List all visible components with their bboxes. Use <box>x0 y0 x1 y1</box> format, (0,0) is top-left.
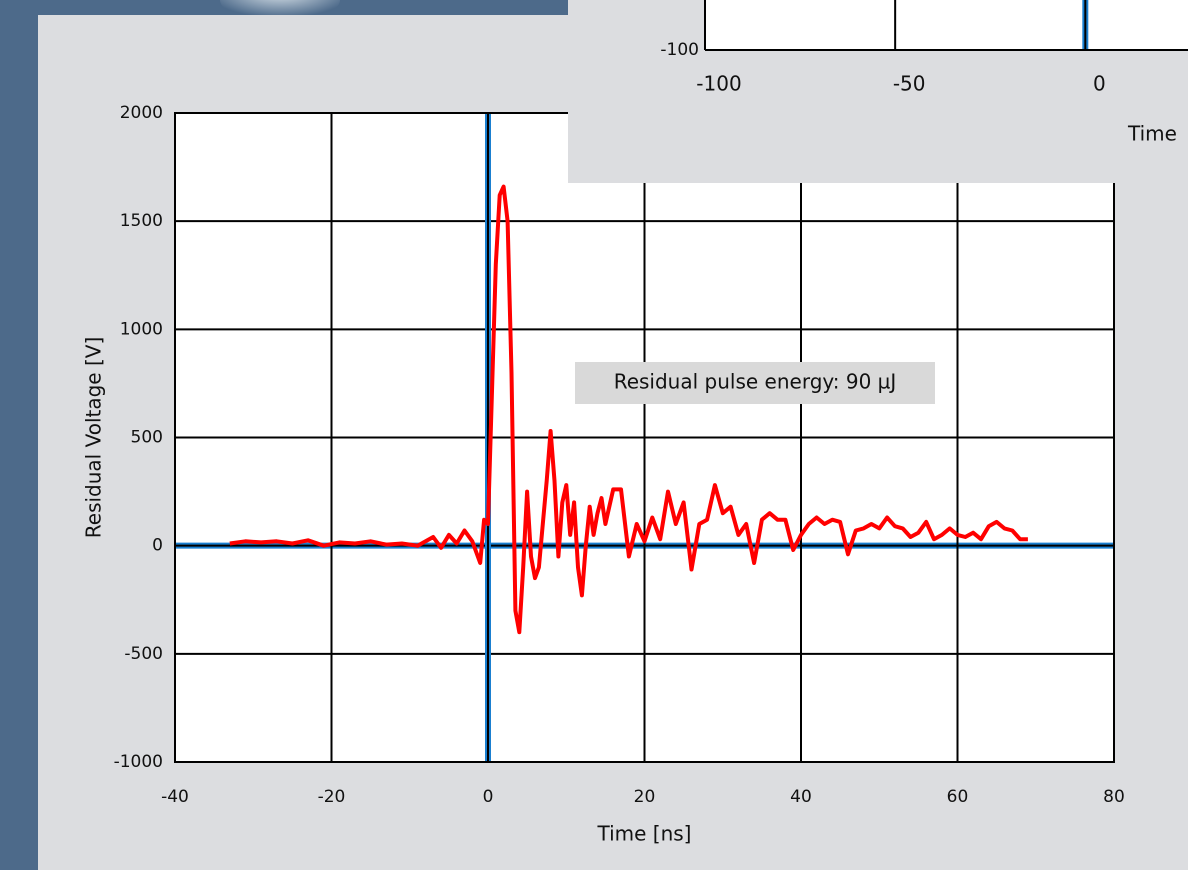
y-tick-label: -500 <box>124 644 163 664</box>
x-tick-label: 80 <box>1103 787 1125 807</box>
x-tick-label: 60 <box>947 787 969 807</box>
x-tick-label: 0 <box>483 787 494 807</box>
plot-area <box>705 0 1188 50</box>
y-tick-label: 1000 <box>120 319 163 339</box>
x-tick-label: 40 <box>790 787 812 807</box>
x-tick-label: 20 <box>634 787 656 807</box>
y-tick-label: 1500 <box>120 211 163 231</box>
x-tick-label: -20 <box>318 787 346 807</box>
x-axis-label: Time <box>1127 122 1177 146</box>
annotation: Residual pulse energy: 90 µJ <box>614 370 897 394</box>
y-tick-label: -100 <box>660 40 699 60</box>
x-tick-label: -50 <box>893 72 926 96</box>
inset-chart: -100 -50 0 -100 Time <box>568 0 1188 183</box>
main-chart: -1000 -500 0 500 1000 1500 2000 -40 -20 0 20 40 60 80… <box>82 103 1125 846</box>
x-tick-label: -100 <box>696 72 741 96</box>
annotation-box <box>575 362 935 404</box>
y-axis-label: Residual Voltage [V] <box>82 337 106 538</box>
y-tick-label: 2000 <box>120 103 163 123</box>
y-tick-label: -1000 <box>114 752 163 772</box>
y-tick-label: 0 <box>152 536 163 556</box>
data-line <box>229 184 1028 635</box>
x-tick-label: -40 <box>161 787 189 807</box>
x-tick-label: 0 <box>1093 72 1106 96</box>
y-tick-label: 500 <box>131 428 163 448</box>
x-axis-label: Time [ns] <box>596 822 691 846</box>
